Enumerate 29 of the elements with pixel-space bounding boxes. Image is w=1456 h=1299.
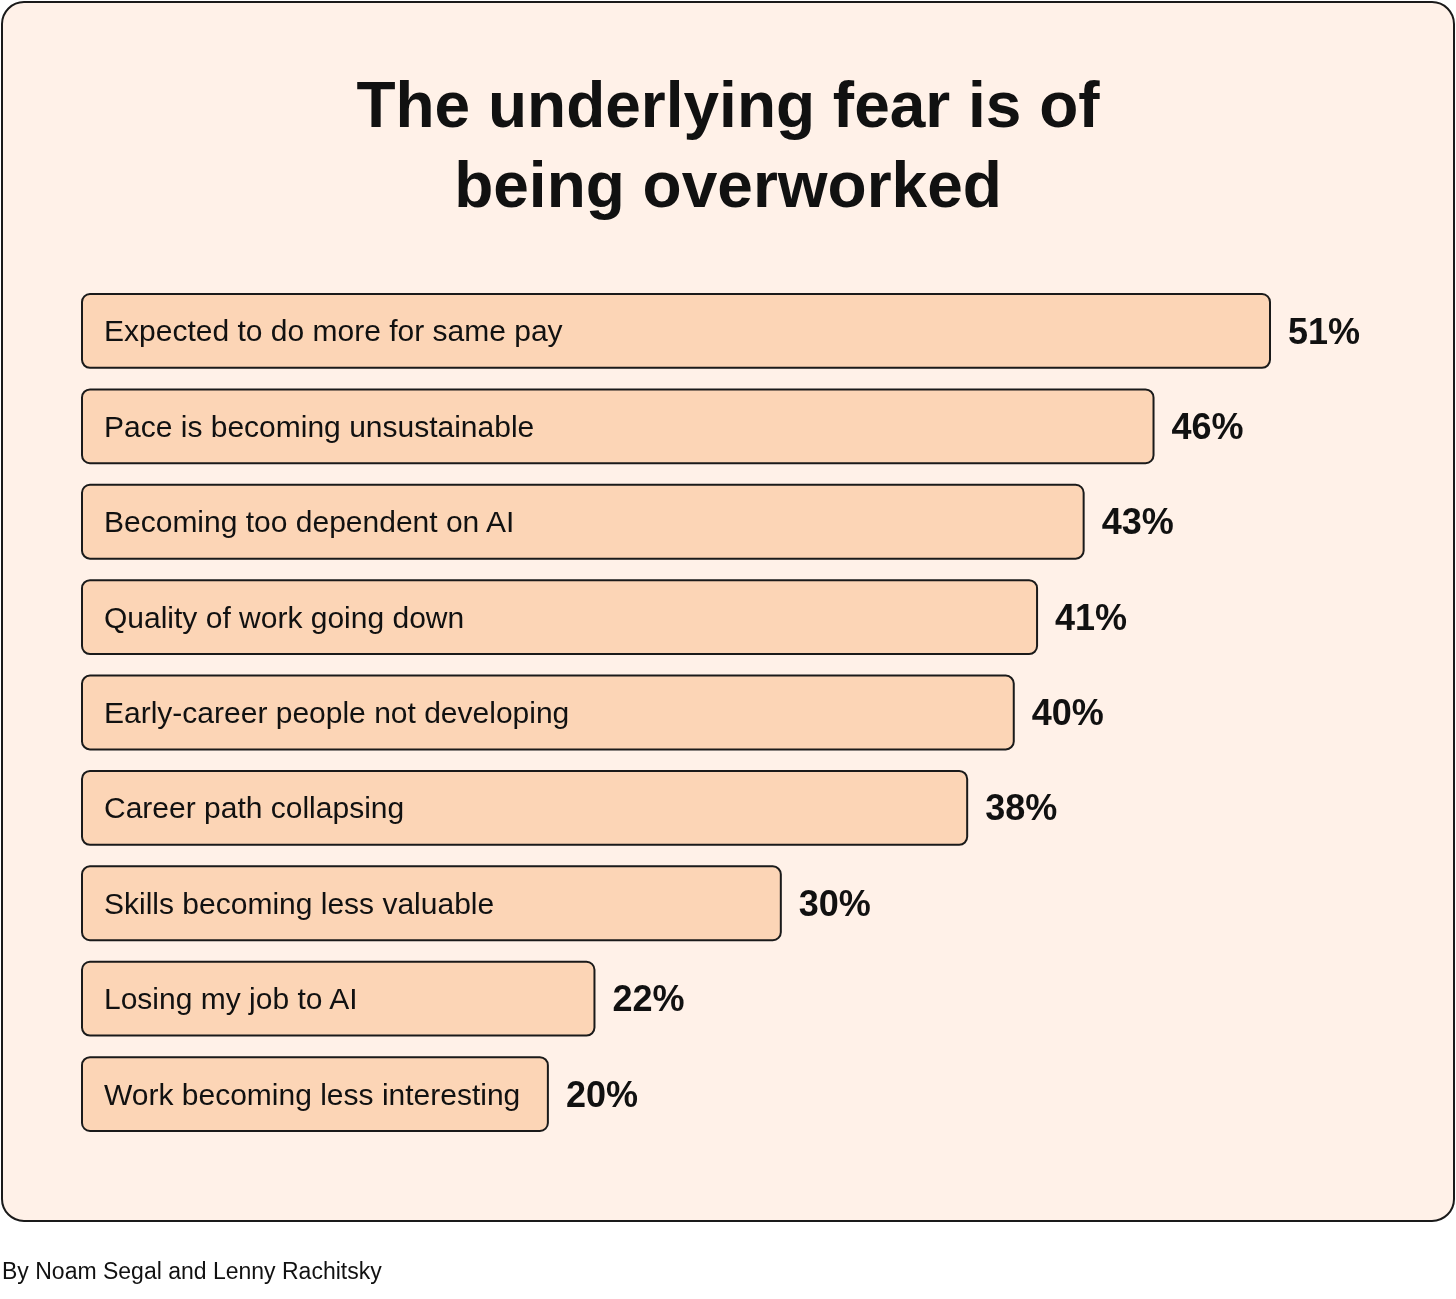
y-tick-label: Work becoming less interesting <box>104 1077 521 1111</box>
data-label: 30% <box>798 882 871 924</box>
data-label: 46% <box>1171 405 1244 447</box>
y-tick-label: Early-career people not developing <box>104 696 570 729</box>
y-tick-label: Becoming too dependent on AI <box>104 505 515 539</box>
bar <box>81 579 1039 656</box>
data-label: 22% <box>612 978 685 1020</box>
data-label: 51% <box>1288 310 1361 352</box>
bar <box>81 674 1015 751</box>
bar <box>81 1056 549 1132</box>
data-label: 38% <box>985 787 1058 829</box>
bar <box>81 960 596 1037</box>
data-label: 20% <box>565 1073 638 1115</box>
data-label: 43% <box>1101 501 1174 543</box>
y-tick-label: Losing my job to AI <box>104 982 358 1016</box>
bar <box>81 865 782 942</box>
bar <box>81 388 1155 465</box>
text: By Noam Segal and Lenny Rachitsky <box>2 1258 383 1284</box>
bar <box>81 483 1085 560</box>
data-label: 40% <box>1031 692 1104 734</box>
chart-title: The underlying fear is of being overworked <box>356 69 1101 221</box>
bar <box>81 293 1271 369</box>
y-tick-label: Quality of work going down <box>104 600 465 634</box>
y-tick-label: Expected to do more for same pay <box>104 314 563 348</box>
bar <box>81 769 969 846</box>
y-tick-label: Pace is becoming unsustainable <box>104 409 535 443</box>
y-tick-label: Career path collapsing <box>104 791 405 825</box>
data-label: 41% <box>1055 596 1128 638</box>
y-tick-label: Skills becoming less valuable <box>104 886 495 920</box>
